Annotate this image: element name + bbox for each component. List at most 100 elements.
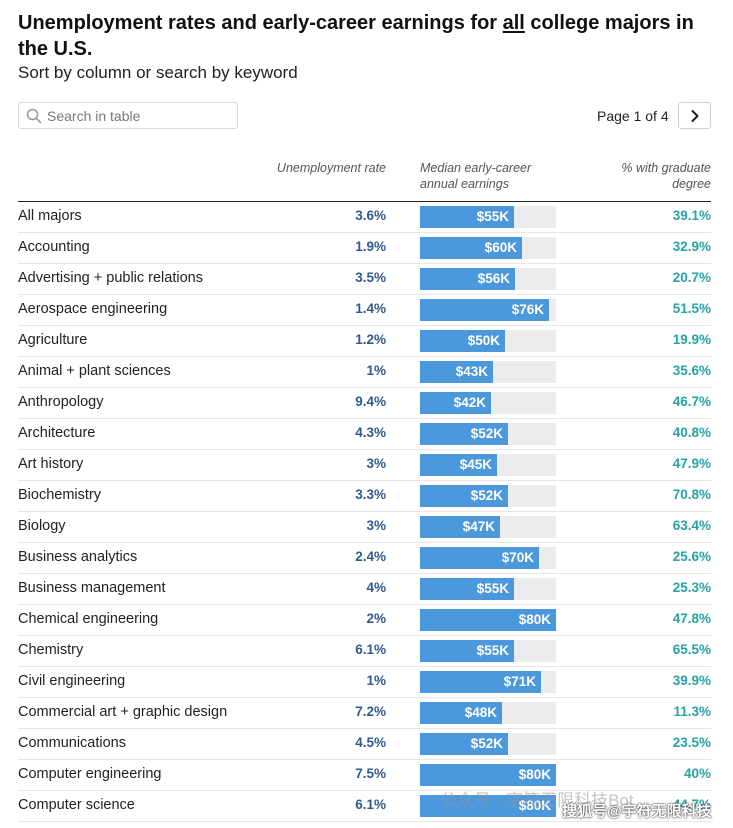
earnings-bar-track: $80K [420,609,556,631]
next-page-button[interactable] [678,102,711,129]
earnings-label: $52K [470,736,503,751]
table-row: Computer engineering 7.5% $80K 40% [18,760,711,791]
earnings-label: $47K [462,519,495,534]
earnings-bar: $80K [420,795,556,817]
major-name: Business management [18,580,166,596]
chevron-right-icon [691,109,698,122]
table-row: Computer science 6.1% $80K 44.7% [18,791,711,822]
earnings-label: $70K [501,550,534,565]
earnings-bar-track: $55K [420,578,556,600]
unemployment-value: 4.5% [355,735,386,750]
unemployment-value: 1% [366,363,386,378]
graduate-value: 39.9% [672,673,711,688]
earnings-bar-track: $55K [420,640,556,662]
graduate-value: 51.5% [672,301,711,316]
unemployment-value: 4.3% [355,425,386,440]
major-name: Anthropology [18,394,104,410]
search-input[interactable] [47,106,232,126]
major-name: Advertising + public relations [18,270,203,286]
table-row: Agriculture 1.2% $50K 19.9% [18,326,711,357]
earnings-label: $43K [455,364,488,379]
earnings-bar-track: $80K [420,795,556,817]
major-name: Communications [18,735,126,751]
major-name: Biochemistry [18,487,101,503]
earnings-label: $55K [476,643,509,658]
earnings-bar-track: $43K [420,361,556,383]
graduate-value: 25.6% [672,549,711,564]
major-name: Chemistry [18,642,84,658]
graduate-value: 47.9% [672,456,711,471]
unemployment-value: 7.2% [355,704,386,719]
earnings-bar: $42K [420,392,491,414]
unemployment-value: 3% [366,518,386,533]
column-header-graduate[interactable]: % with graduate degree [621,161,711,191]
earnings-bar-track: $52K [420,485,556,507]
column-header-earnings[interactable]: Median early-career annual earnings [420,161,532,191]
earnings-bar: $80K [420,609,556,631]
major-name: Chemical engineering [18,611,159,627]
earnings-label: $80K [518,612,551,627]
unemployment-value: 3% [366,456,386,471]
major-name: Animal + plant sciences [18,363,171,379]
earnings-label: $50K [467,333,500,348]
earnings-bar-track: $76K [420,299,556,321]
earnings-bar-track: $80K [420,764,556,786]
earnings-bar-track: $56K [420,268,556,290]
table-row: Advertising + public relations 3.5% $56K… [18,264,711,295]
graduate-value: 20.7% [672,270,711,285]
unemployment-value: 3.3% [355,487,386,502]
earnings-bar-track: $45K [420,454,556,476]
unemployment-value: 4% [366,580,386,595]
earnings-label: $55K [476,581,509,596]
unemployment-value: 9.4% [355,394,386,409]
earnings-bar-track: $60K [420,237,556,259]
graduate-value: 63.4% [672,518,711,533]
earnings-bar-track: $71K [420,671,556,693]
earnings-label: $60K [484,240,517,255]
table-row: Business analytics 2.4% $70K 25.6% [18,543,711,574]
table-row: Biology 3% $47K 63.4% [18,512,711,543]
major-name: Architecture [18,425,96,441]
unemployment-value: 1.4% [355,301,386,316]
search-box[interactable] [18,102,238,129]
earnings-bar: $70K [420,547,539,569]
earnings-label: $80K [518,798,551,813]
earnings-label: $76K [511,302,544,317]
graduate-value: 40.8% [672,425,711,440]
table-row: Chemical engineering 2% $80K 47.8% [18,605,711,636]
page-indicator: Page 1 of 4 [597,108,669,124]
major-name: Computer engineering [18,766,162,782]
graduate-value: 47.8% [672,611,711,626]
earnings-label: $55K [476,209,509,224]
earnings-bar-track: $52K [420,733,556,755]
major-name: Aerospace engineering [18,301,168,317]
earnings-bar: $47K [420,516,500,538]
earnings-bar-track: $42K [420,392,556,414]
unemployment-value: 1.2% [355,332,386,347]
table-row: Commercial art + graphic design 7.2% $48… [18,698,711,729]
graduate-value: 19.9% [672,332,711,347]
earnings-bar: $71K [420,671,541,693]
graduate-value: 25.3% [672,580,711,595]
earnings-label: $42K [453,395,486,410]
earnings-bar-track: $55K [420,206,556,228]
table-row: Business management 4% $55K 25.3% [18,574,711,605]
title-text: Unemployment rates and early-career earn… [18,12,503,34]
table-row: Aerospace engineering 1.4% $76K 51.5% [18,295,711,326]
graduate-value: 46.7% [672,394,711,409]
unemployment-value: 1.9% [355,239,386,254]
column-header-unemployment[interactable]: Unemployment rate [276,161,386,175]
major-name: Civil engineering [18,673,126,689]
earnings-bar: $55K [420,640,514,662]
earnings-label: $52K [470,426,503,441]
earnings-bar: $45K [420,454,497,476]
table-row: Architecture 4.3% $52K 40.8% [18,419,711,450]
table-row: Civil engineering 1% $71K 39.9% [18,667,711,698]
earnings-label: $80K [518,767,551,782]
unemployment-value: 1% [366,673,386,688]
earnings-bar-track: $47K [420,516,556,538]
unemployment-value: 3.6% [355,208,386,223]
earnings-bar: $52K [420,733,508,755]
earnings-bar: $50K [420,330,505,352]
earnings-bar-track: $70K [420,547,556,569]
